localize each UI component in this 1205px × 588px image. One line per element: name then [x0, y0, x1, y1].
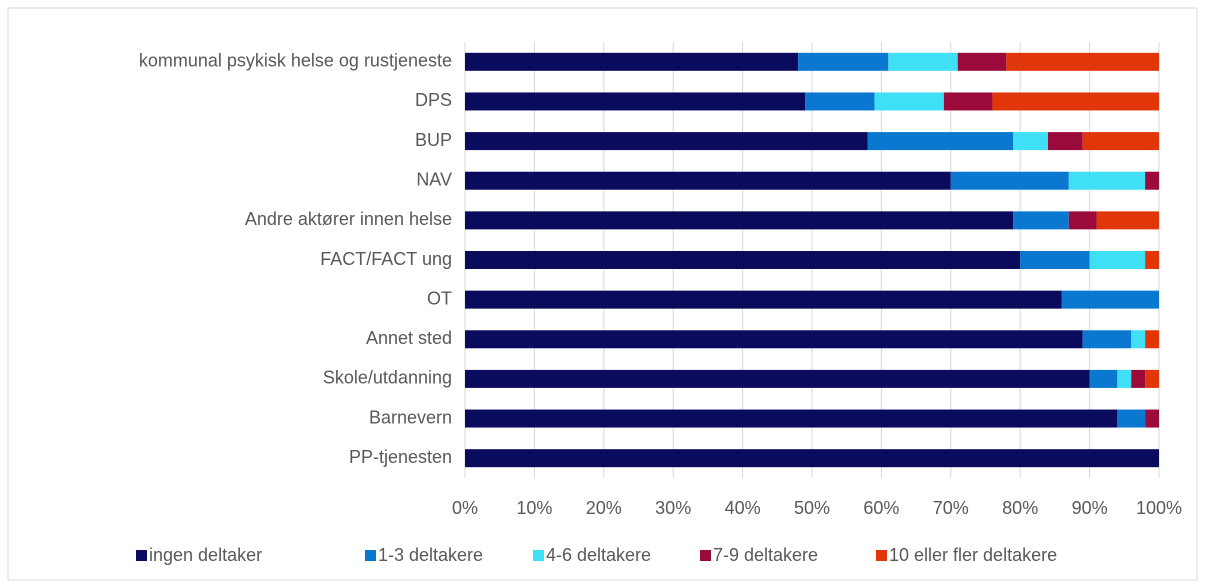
bar-segment	[1082, 330, 1132, 349]
bar-segment	[1089, 369, 1118, 388]
bar-segment	[950, 171, 1069, 190]
bar-segment	[1068, 211, 1097, 230]
bar-segment	[465, 369, 1090, 388]
legend-swatch	[365, 550, 376, 561]
y-tick-label: OT	[427, 288, 452, 308]
bar-segment	[465, 211, 1014, 230]
x-tick-label: 50%	[794, 498, 830, 518]
x-tick-label: 20%	[586, 498, 622, 518]
y-tick-label: FACT/FACT ung	[320, 249, 452, 269]
bar-segment	[1061, 290, 1159, 309]
y-tick-label: Annet sted	[366, 328, 452, 348]
bar-segment	[1020, 251, 1090, 269]
bar-segment	[798, 52, 889, 71]
bar-segment	[867, 132, 1014, 151]
legend-label: 4-6 deltakere	[546, 545, 651, 565]
bar-segment	[805, 92, 875, 111]
bar-segment	[1145, 409, 1159, 428]
bar-segment	[465, 52, 799, 71]
bar-segment	[1117, 369, 1132, 388]
x-tick-label: 80%	[1002, 498, 1038, 518]
bar-segment	[465, 449, 1159, 468]
bar-segment	[992, 92, 1159, 111]
y-tick-label: Andre aktører innen helse	[245, 209, 452, 229]
legend-swatch	[136, 550, 147, 561]
bar-segment	[1145, 369, 1159, 388]
bar-segment	[1047, 132, 1083, 151]
bar-segment	[1131, 330, 1146, 349]
bar-segment	[957, 52, 1007, 71]
legend-label: 7-9 deltakere	[713, 545, 818, 565]
legend-swatch	[533, 550, 544, 561]
bar-segment	[1013, 211, 1069, 230]
x-tick-label: 40%	[725, 498, 761, 518]
y-tick-label: NAV	[416, 169, 452, 189]
legend-swatch	[876, 550, 887, 561]
bar-segment	[1082, 132, 1159, 151]
legend-swatch	[700, 550, 711, 561]
bar-segment	[465, 132, 868, 151]
x-tick-label: 30%	[655, 498, 691, 518]
y-tick-label: Skole/utdanning	[323, 368, 452, 388]
legend-label: 1-3 deltakere	[378, 545, 483, 565]
bar-segment	[943, 92, 993, 111]
y-tick-label: PP-tjenesten	[349, 447, 452, 467]
x-tick-label: 60%	[863, 498, 899, 518]
x-tick-label: 100%	[1136, 498, 1182, 518]
y-tick-label: Barnevern	[369, 407, 452, 427]
legend-label: 10 eller fler deltakere	[889, 545, 1057, 565]
bar-segment	[465, 92, 806, 111]
y-tick-label: BUP	[415, 130, 452, 150]
bar-segment	[1145, 251, 1159, 269]
bar-segment	[465, 290, 1062, 309]
bar-segment	[465, 409, 1118, 428]
y-tick-label: DPS	[415, 90, 452, 110]
bar-segment	[1131, 369, 1146, 388]
y-tick-label: kommunal psykisk helse og rustjeneste	[139, 51, 452, 71]
x-tick-label: 90%	[1072, 498, 1108, 518]
x-tick-label: 10%	[516, 498, 552, 518]
bar-segment	[465, 330, 1083, 349]
bar-segment	[1089, 251, 1146, 269]
bar-segment	[1117, 409, 1146, 428]
bar-segment	[1068, 171, 1146, 190]
bar-segment	[888, 52, 958, 71]
x-tick-label: 0%	[452, 498, 478, 518]
bar-segment	[1096, 211, 1159, 230]
bar-segment	[465, 171, 951, 190]
bar-segment	[465, 251, 1021, 269]
bar-segment	[1013, 132, 1048, 151]
legend-label: ingen deltaker	[149, 545, 262, 565]
bar-segment	[1145, 171, 1159, 190]
bar-segment	[1145, 330, 1159, 349]
x-tick-label: 70%	[933, 498, 969, 518]
bar-segment	[1006, 52, 1159, 71]
bar-segment	[874, 92, 944, 111]
